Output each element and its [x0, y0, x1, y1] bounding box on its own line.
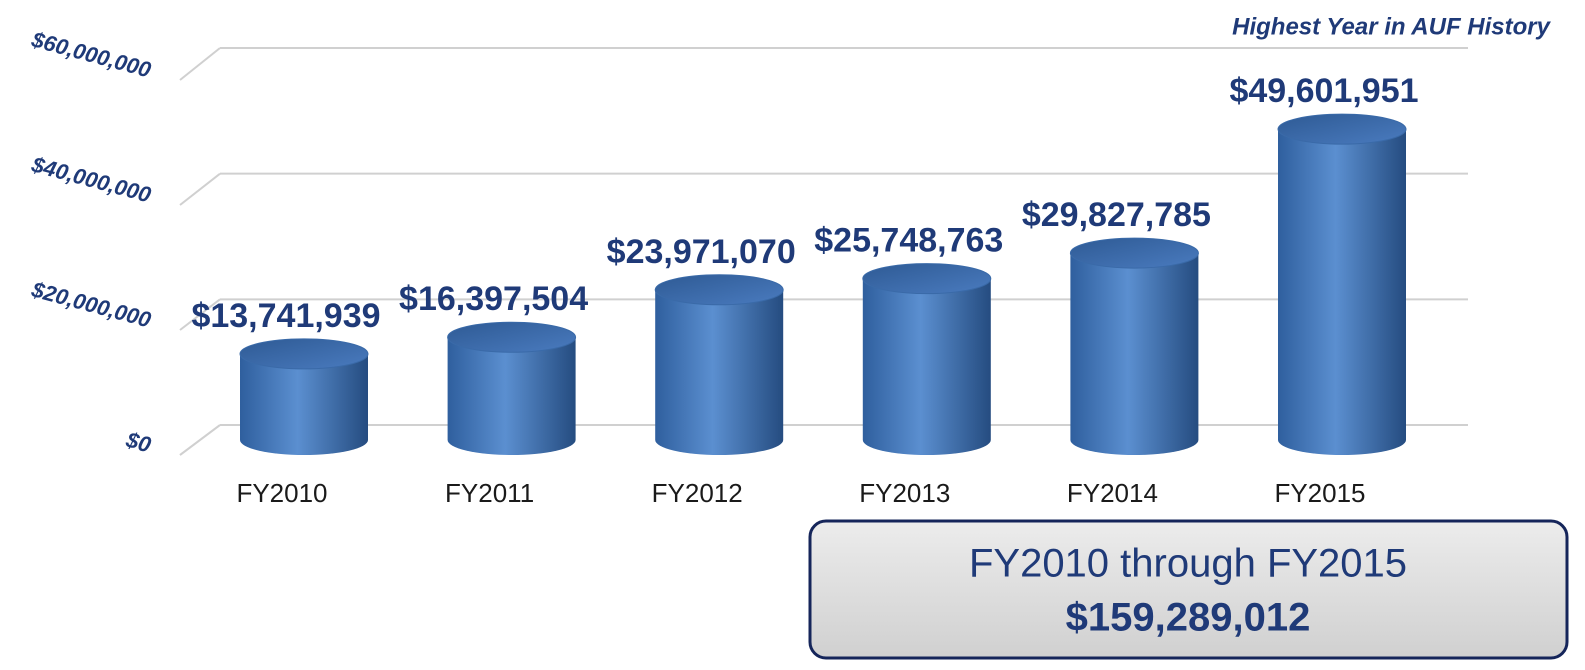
value-label: $23,971,070 [607, 233, 796, 271]
bar-top [654, 274, 784, 306]
summary-label: FY2010 through FY2015 [969, 542, 1407, 586]
summary-box [808, 519, 1569, 660]
y-tick-label: $40,000,000 [28, 151, 154, 207]
bar-top [862, 263, 992, 295]
bar [655, 289, 784, 455]
annotation: Highest Year in AUF History [1232, 13, 1552, 40]
y-tick-label: $20,000,000 [28, 276, 154, 332]
bar [1278, 129, 1406, 455]
x-tick-label: FY2015 [1274, 478, 1365, 508]
y-tick-label: $0 [123, 427, 155, 458]
bar-top [447, 321, 577, 353]
bar [862, 278, 991, 455]
bar-top [239, 338, 369, 370]
y-tick-label: $60,000,000 [28, 26, 154, 82]
x-tick-label: FY2010 [236, 478, 327, 508]
axis-line [179, 424, 221, 456]
x-tick-label: FY2011 [445, 478, 534, 508]
value-label: $29,827,785 [1022, 196, 1211, 234]
x-tick-label: FY2013 [859, 478, 950, 508]
grid-depth-line [179, 172, 221, 206]
bar [240, 353, 368, 455]
x-tick-label: FY2012 [652, 478, 743, 508]
bar [1070, 253, 1199, 455]
value-label: $16,397,504 [399, 280, 588, 318]
bar-top [1069, 237, 1199, 269]
summary-total: $159,289,012 [1066, 596, 1311, 640]
value-label: $13,741,939 [191, 297, 380, 335]
grid-depth-line [179, 298, 221, 331]
bar-top [1277, 113, 1407, 145]
value-label: $25,748,763 [814, 222, 1003, 260]
grid-depth-line [179, 47, 221, 81]
bar [447, 337, 576, 455]
x-tick-label: FY2014 [1067, 478, 1158, 508]
value-label: $49,601,951 [1229, 72, 1418, 110]
